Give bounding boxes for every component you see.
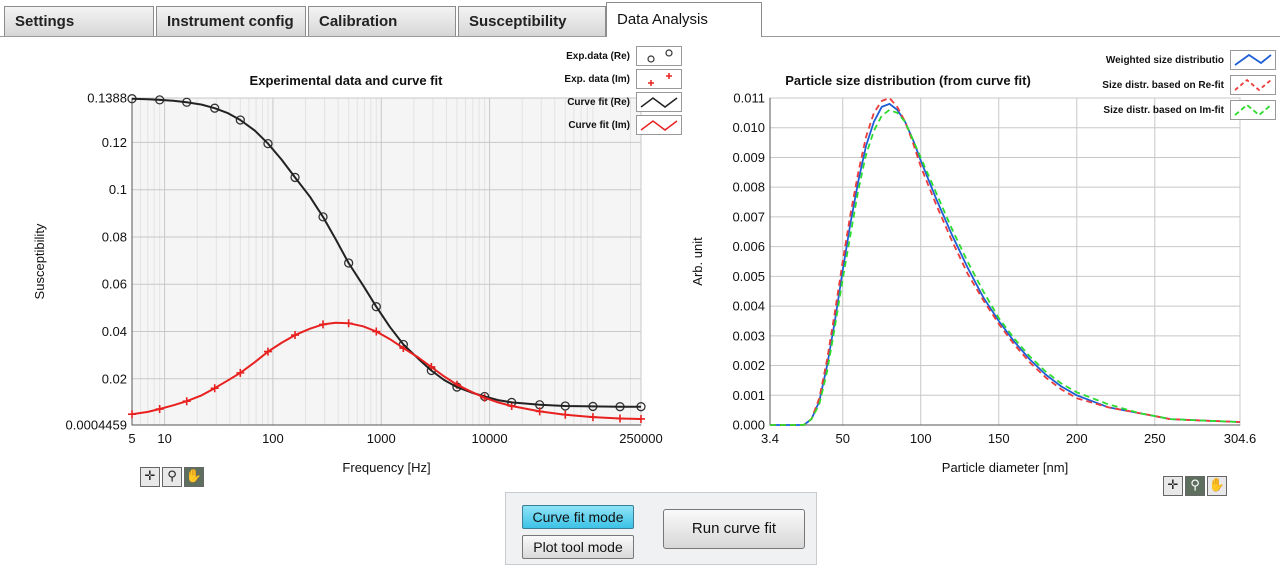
y-tick-label: 0.005 bbox=[732, 269, 765, 284]
series-line bbox=[131, 97, 641, 408]
legend-swatch-green-dash[interactable] bbox=[1230, 100, 1276, 120]
series-size-distr-based-on-im-fit bbox=[770, 109, 1241, 426]
y-tick-label: 0.000 bbox=[732, 418, 765, 433]
legend-label: Curve fit (Re) bbox=[567, 97, 630, 108]
x-tick-label: 5 bbox=[128, 431, 135, 446]
x-tick-label: 304.6 bbox=[1224, 431, 1257, 446]
legend-item-weighted: Weighted size distributio bbox=[1050, 50, 1276, 72]
zoom-icon[interactable]: ⚲ bbox=[162, 467, 182, 487]
y-tick-label: 0.003 bbox=[732, 328, 765, 343]
y-tick-label: 0.011 bbox=[733, 91, 765, 106]
x-tick-label: 100 bbox=[910, 431, 932, 446]
y-tick-label: 0.006 bbox=[732, 239, 765, 254]
cursor-move-icon[interactable]: ✛ bbox=[140, 467, 160, 487]
left-graph-palette: ✛ ⚲ ✋ bbox=[140, 467, 204, 487]
legend-swatch-line-red[interactable] bbox=[636, 115, 682, 135]
series-line bbox=[770, 97, 1241, 426]
data-point-circle bbox=[210, 103, 220, 113]
y-tick-label: 0.007 bbox=[732, 209, 765, 224]
series-size-distr-based-on-re-fit bbox=[770, 97, 1241, 426]
mode-panel: Curve fit mode Plot tool mode Run curve … bbox=[505, 492, 817, 565]
y-axis-label: Arb. unit bbox=[690, 237, 705, 286]
y-tick-label: 0.1 bbox=[109, 182, 127, 197]
y-tick-label: 0.002 bbox=[732, 358, 765, 373]
series-curve-fit-im- bbox=[131, 321, 642, 420]
y-tick-label: 0.1388 bbox=[87, 91, 127, 106]
y-tick-label: 0.004 bbox=[732, 299, 765, 314]
legend-swatch-plus[interactable] bbox=[636, 69, 682, 89]
pan-hand-icon[interactable]: ✋ bbox=[1207, 476, 1227, 496]
tab-bar: Settings Instrument config Calibration S… bbox=[0, 0, 1280, 40]
data-point-circle bbox=[263, 138, 273, 149]
legend-label: Size distr. based on Im-fit bbox=[1103, 105, 1224, 116]
legend-right: Weighted size distributio Size distr. ba… bbox=[1050, 50, 1276, 122]
legend-item-fit-re: Curve fit (Re) bbox=[460, 92, 682, 114]
y-tick-label: 0.009 bbox=[732, 150, 765, 165]
y-tick-label: 0.001 bbox=[732, 388, 765, 403]
x-axis-label: Particle diameter [nm] bbox=[942, 460, 1068, 475]
y-tick-label: 0.008 bbox=[732, 180, 765, 195]
legend-swatch-circle[interactable] bbox=[636, 46, 682, 66]
legend-left: Exp.data (Re) Exp. data (Im) Curve fit (… bbox=[460, 46, 682, 138]
x-tick-label: 100 bbox=[262, 431, 284, 446]
series-curve-fit-re- bbox=[131, 97, 641, 408]
y-tick-label: 0.0004459 bbox=[66, 418, 127, 433]
run-curve-fit-button[interactable]: Run curve fit bbox=[663, 509, 805, 549]
plot-tool-mode-button[interactable]: Plot tool mode bbox=[522, 535, 634, 559]
legend-swatch-blue[interactable] bbox=[1230, 50, 1276, 70]
legend-label: Weighted size distributio bbox=[1105, 55, 1224, 66]
y-tick-label: 0.02 bbox=[102, 371, 127, 386]
legend-item-re-fit: Size distr. based on Re-fit bbox=[1050, 75, 1276, 97]
x-tick-label: 1000 bbox=[367, 431, 396, 446]
series-line bbox=[770, 109, 1241, 426]
y-tick-label: 0.04 bbox=[102, 324, 127, 339]
legend-label: Size distr. based on Re-fit bbox=[1102, 80, 1224, 91]
x-tick-label: 50 bbox=[835, 431, 849, 446]
legend-label: Exp. data (Im) bbox=[564, 74, 630, 85]
y-axis-label: Susceptibility bbox=[32, 223, 47, 299]
plot-area bbox=[131, 97, 642, 426]
cursor-move-icon[interactable]: ✛ bbox=[1163, 476, 1183, 496]
legend-swatch-line[interactable] bbox=[636, 92, 682, 112]
data-point-circle bbox=[235, 115, 245, 125]
legend-label: Exp.data (Re) bbox=[566, 51, 630, 62]
y-tick-label: 0.010 bbox=[732, 120, 765, 135]
tab-data-analysis[interactable]: Data Analysis bbox=[606, 2, 762, 37]
pan-hand-icon[interactable]: ✋ bbox=[184, 467, 204, 487]
x-tick-label: 3.4 bbox=[761, 431, 779, 446]
x-tick-label: 250000 bbox=[619, 431, 662, 446]
x-tick-label: 10000 bbox=[471, 431, 507, 446]
y-tick-label: 0.08 bbox=[102, 229, 127, 244]
x-tick-label: 200 bbox=[1066, 431, 1088, 446]
legend-label: Curve fit (Im) bbox=[568, 120, 630, 131]
plot-area bbox=[769, 97, 1241, 426]
legend-item-im-fit: Size distr. based on Im-fit bbox=[1050, 100, 1276, 122]
data-point-circle bbox=[318, 212, 328, 222]
tab-susceptibility[interactable]: Susceptibility bbox=[458, 6, 606, 36]
data-point-circle bbox=[343, 258, 354, 268]
curve-fit-mode-button[interactable]: Curve fit mode bbox=[522, 505, 634, 529]
right-graph-palette: ✛ ⚲ ✋ bbox=[1163, 476, 1227, 496]
data-point-circle bbox=[371, 302, 381, 312]
chart-title: Particle size distribution (from curve f… bbox=[785, 73, 1031, 88]
legend-item-exp-im: Exp. data (Im) bbox=[460, 69, 682, 91]
y-tick-label: 0.06 bbox=[102, 277, 127, 292]
zoom-icon[interactable]: ⚲ bbox=[1185, 476, 1205, 496]
x-tick-label: 10 bbox=[157, 431, 171, 446]
x-axis-label: Frequency [Hz] bbox=[342, 460, 430, 475]
legend-swatch-red-dash[interactable] bbox=[1230, 75, 1276, 95]
chart-title: Experimental data and curve fit bbox=[250, 73, 444, 88]
y-tick-label: 0.12 bbox=[102, 135, 127, 150]
data-point-circle bbox=[290, 172, 300, 183]
tab-instrument-config[interactable]: Instrument config bbox=[156, 6, 306, 36]
x-tick-label: 150 bbox=[988, 431, 1010, 446]
series-line bbox=[131, 321, 642, 420]
legend-item-fit-im: Curve fit (Im) bbox=[460, 115, 682, 137]
tab-calibration[interactable]: Calibration bbox=[308, 6, 456, 36]
legend-item-exp-re: Exp.data (Re) bbox=[460, 46, 682, 68]
tab-settings[interactable]: Settings bbox=[4, 6, 154, 36]
x-tick-label: 250 bbox=[1144, 431, 1166, 446]
